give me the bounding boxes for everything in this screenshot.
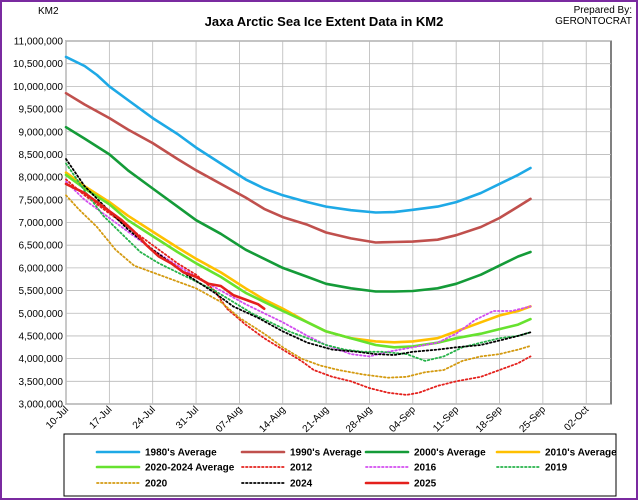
- x-tick-label: 17-Jul: [87, 404, 114, 431]
- x-tick-label: 31-Jul: [174, 404, 201, 431]
- legend-label: 2016: [414, 463, 437, 474]
- legend-label: 1980's Average: [145, 448, 217, 459]
- series-line-2000-s-average: [64, 125, 532, 293]
- series-line-2020: [65, 194, 532, 379]
- legend-label: 2010's Average: [545, 448, 617, 459]
- y-tick-label: 4,000,000: [19, 354, 64, 365]
- series-line-1980-s-average: [64, 55, 532, 214]
- series-line-2025: [64, 182, 266, 310]
- y-tick-label: 11,000,000: [14, 37, 64, 48]
- x-tick-label: 04-Sep: [387, 404, 418, 435]
- y-tick-label: 8,500,000: [19, 150, 64, 161]
- y-tick-label: 9,000,000: [19, 127, 64, 138]
- credit-line-1: Prepared By:: [574, 5, 632, 16]
- legend-label: 2020-2024 Average: [145, 463, 235, 474]
- legend-label: 1990's Average: [290, 448, 362, 459]
- legend-label: 2019: [545, 463, 568, 474]
- series-line-2019: [65, 162, 532, 362]
- x-tick-label: 24-Jul: [131, 404, 158, 431]
- x-tick-label: 18-Sep: [474, 404, 505, 435]
- y-tick-label: 8,000,000: [19, 173, 64, 184]
- y-tick-label: 7,000,000: [19, 218, 64, 229]
- series-line-2012: [65, 178, 532, 396]
- legend-label: 2020: [145, 479, 168, 490]
- y-axis-unit-label: KM2: [38, 6, 59, 17]
- x-axis-ticks: 10-Jul 17-Jul 24-Jul 31-Jul 07-Aug 14-Aug 21-A…: [44, 404, 591, 435]
- y-tick-label: 6,500,000: [19, 241, 64, 252]
- legend-label: 2000's Average: [414, 448, 486, 459]
- legend: 1980's Average 1990's Average 2000's Avera…: [95, 448, 617, 490]
- series-line-2020-2024-average: [64, 173, 532, 349]
- y-axis-ticks: 3,000,000 3,500,000 4,000,000 4,500,000 5,00…: [13, 37, 63, 411]
- y-tick-label: 10,500,000: [13, 59, 63, 70]
- series-lines: [64, 55, 532, 396]
- credit-line-2: GERONTOCRAT: [555, 16, 632, 27]
- x-tick-label: 21-Aug: [301, 404, 332, 435]
- y-tick-label: 3,500,000: [19, 377, 64, 388]
- y-tick-label: 4,500,000: [19, 331, 64, 342]
- x-tick-label: 07-Aug: [214, 404, 245, 435]
- chart-title: Jaxa Arctic Sea Ice Extent Data in KM2: [205, 14, 444, 29]
- x-tick-label: 02-Oct: [562, 404, 591, 433]
- y-tick-label: 5,500,000: [19, 286, 64, 297]
- y-tick-label: 5,000,000: [19, 309, 64, 320]
- line-chart: Jaxa Arctic Sea Ice Extent Data in KM2 K…: [13, 5, 632, 497]
- x-tick-label: 28-Aug: [344, 404, 375, 435]
- legend-label: 2012: [290, 463, 313, 474]
- x-tick-label: 11-Sep: [431, 404, 461, 434]
- legend-label: 2024: [290, 479, 313, 490]
- legend-box: [63, 433, 617, 497]
- y-tick-label: 6,000,000: [19, 263, 64, 274]
- series-line-1990-s-average: [64, 91, 532, 244]
- legend-label: 2025: [414, 479, 437, 490]
- y-tick-label: 3,000,000: [19, 400, 64, 411]
- y-tick-label: 10,000,000: [13, 82, 63, 93]
- y-tick-label: 9,500,000: [19, 105, 64, 116]
- x-tick-label: 25-Sep: [517, 404, 548, 435]
- x-tick-label: 14-Aug: [257, 404, 288, 435]
- y-tick-label: 7,500,000: [19, 195, 64, 206]
